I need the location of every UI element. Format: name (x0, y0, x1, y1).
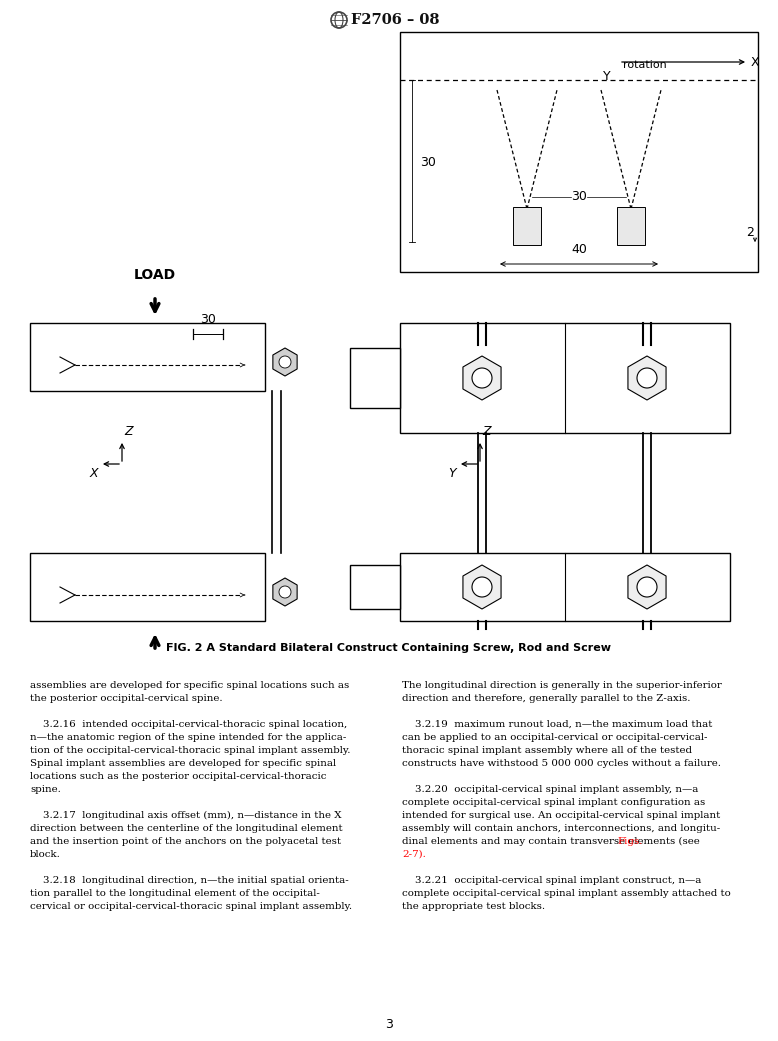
Text: 3.2.21  occipital-cervical spinal implant construct, n—a: 3.2.21 occipital-cervical spinal implant… (402, 875, 702, 885)
Text: F2706 – 08: F2706 – 08 (351, 12, 440, 27)
Circle shape (279, 586, 291, 598)
Text: LOAD: LOAD (134, 268, 176, 282)
Text: thoracic spinal implant assembly where all of the tested: thoracic spinal implant assembly where a… (402, 746, 692, 755)
Text: X: X (89, 467, 98, 480)
Bar (617, 207, 645, 245)
Text: 3.2.18  longitudinal direction, n—the initial spatial orienta-: 3.2.18 longitudinal direction, n—the ini… (30, 875, 349, 885)
Text: The longitudinal direction is generally in the superior-inferior: The longitudinal direction is generally … (402, 681, 722, 690)
Bar (400, 323, 730, 433)
Text: FIG. 2 A Standard Bilateral Construct Containing Screw, Rod and Screw: FIG. 2 A Standard Bilateral Construct Co… (166, 643, 612, 653)
Bar (30, 323, 265, 391)
Text: Y: Y (448, 467, 456, 480)
Circle shape (472, 369, 492, 388)
Bar (350, 565, 400, 609)
Text: Z: Z (482, 425, 491, 438)
Text: 2-7).: 2-7). (402, 850, 426, 859)
Text: intended for surgical use. An occipital-cervical spinal implant: intended for surgical use. An occipital-… (402, 811, 720, 820)
Text: 30: 30 (200, 313, 216, 326)
Text: direction and therefore, generally parallel to the Z-axis.: direction and therefore, generally paral… (402, 694, 691, 703)
Text: 3.2.19  maximum runout load, n—the maximum load that: 3.2.19 maximum runout load, n—the maximu… (402, 720, 713, 729)
Text: X: X (751, 55, 759, 69)
Bar (400, 553, 730, 621)
Text: Figs.: Figs. (618, 837, 643, 846)
Text: Z: Z (124, 425, 132, 438)
Polygon shape (628, 565, 666, 609)
Text: n—the anatomic region of the spine intended for the applica-: n—the anatomic region of the spine inten… (30, 733, 346, 742)
Text: 30: 30 (571, 191, 587, 203)
Text: 30: 30 (420, 155, 436, 169)
Text: cervical or occipital-cervical-thoracic spinal implant assembly.: cervical or occipital-cervical-thoracic … (30, 902, 352, 911)
Text: complete occipital-cervical spinal implant assembly attached to: complete occipital-cervical spinal impla… (402, 889, 731, 898)
Bar (30, 553, 265, 621)
Text: 3.2.20  occipital-cervical spinal implant assembly, n—a: 3.2.20 occipital-cervical spinal implant… (402, 785, 699, 794)
Text: block.: block. (30, 850, 61, 859)
Text: assembly will contain anchors, interconnections, and longitu-: assembly will contain anchors, interconn… (402, 824, 720, 833)
Polygon shape (463, 565, 501, 609)
Circle shape (472, 577, 492, 596)
Text: locations such as the posterior occipital-cervical-thoracic: locations such as the posterior occipita… (30, 772, 327, 781)
Text: direction between the centerline of the longitudinal element: direction between the centerline of the … (30, 824, 342, 833)
Text: the appropriate test blocks.: the appropriate test blocks. (402, 902, 545, 911)
Bar (350, 348, 400, 408)
Polygon shape (273, 578, 297, 606)
Text: rotation: rotation (623, 60, 667, 70)
Text: spine.: spine. (30, 785, 61, 794)
Text: 3.2.16  intended occipital-cervical-thoracic spinal location,: 3.2.16 intended occipital-cervical-thora… (30, 720, 347, 729)
Polygon shape (463, 356, 501, 400)
Circle shape (279, 356, 291, 369)
Text: the posterior occipital-cervical spine.: the posterior occipital-cervical spine. (30, 694, 223, 703)
Bar (400, 32, 758, 272)
Text: complete occipital-cervical spinal implant configuration as: complete occipital-cervical spinal impla… (402, 798, 705, 807)
Text: constructs have withstood 5 000 000 cycles without a failure.: constructs have withstood 5 000 000 cycl… (402, 759, 721, 768)
Text: 3: 3 (385, 1018, 393, 1032)
Text: Spinal implant assemblies are developed for specific spinal: Spinal implant assemblies are developed … (30, 759, 336, 768)
Text: can be applied to an occipital-cervical or occipital-cervical-: can be applied to an occipital-cervical … (402, 733, 707, 742)
Circle shape (637, 577, 657, 596)
Text: Y: Y (603, 70, 611, 83)
Polygon shape (273, 348, 297, 376)
Polygon shape (628, 356, 666, 400)
Text: 2: 2 (746, 226, 754, 238)
Bar (513, 207, 541, 245)
Text: dinal elements and may contain transverse elements (see: dinal elements and may contain transvers… (402, 837, 703, 846)
Text: 3.2.17  longitudinal axis offset (mm), n—distance in the X: 3.2.17 longitudinal axis offset (mm), n—… (30, 811, 342, 820)
Text: and the insertion point of the anchors on the polyacetal test: and the insertion point of the anchors o… (30, 837, 341, 846)
Text: assemblies are developed for specific spinal locations such as: assemblies are developed for specific sp… (30, 681, 349, 690)
Text: 40: 40 (571, 243, 587, 256)
Circle shape (637, 369, 657, 388)
Text: tion parallel to the longitudinal element of the occipital-: tion parallel to the longitudinal elemen… (30, 889, 320, 898)
Text: tion of the occipital-cervical-thoracic spinal implant assembly.: tion of the occipital-cervical-thoracic … (30, 746, 351, 755)
